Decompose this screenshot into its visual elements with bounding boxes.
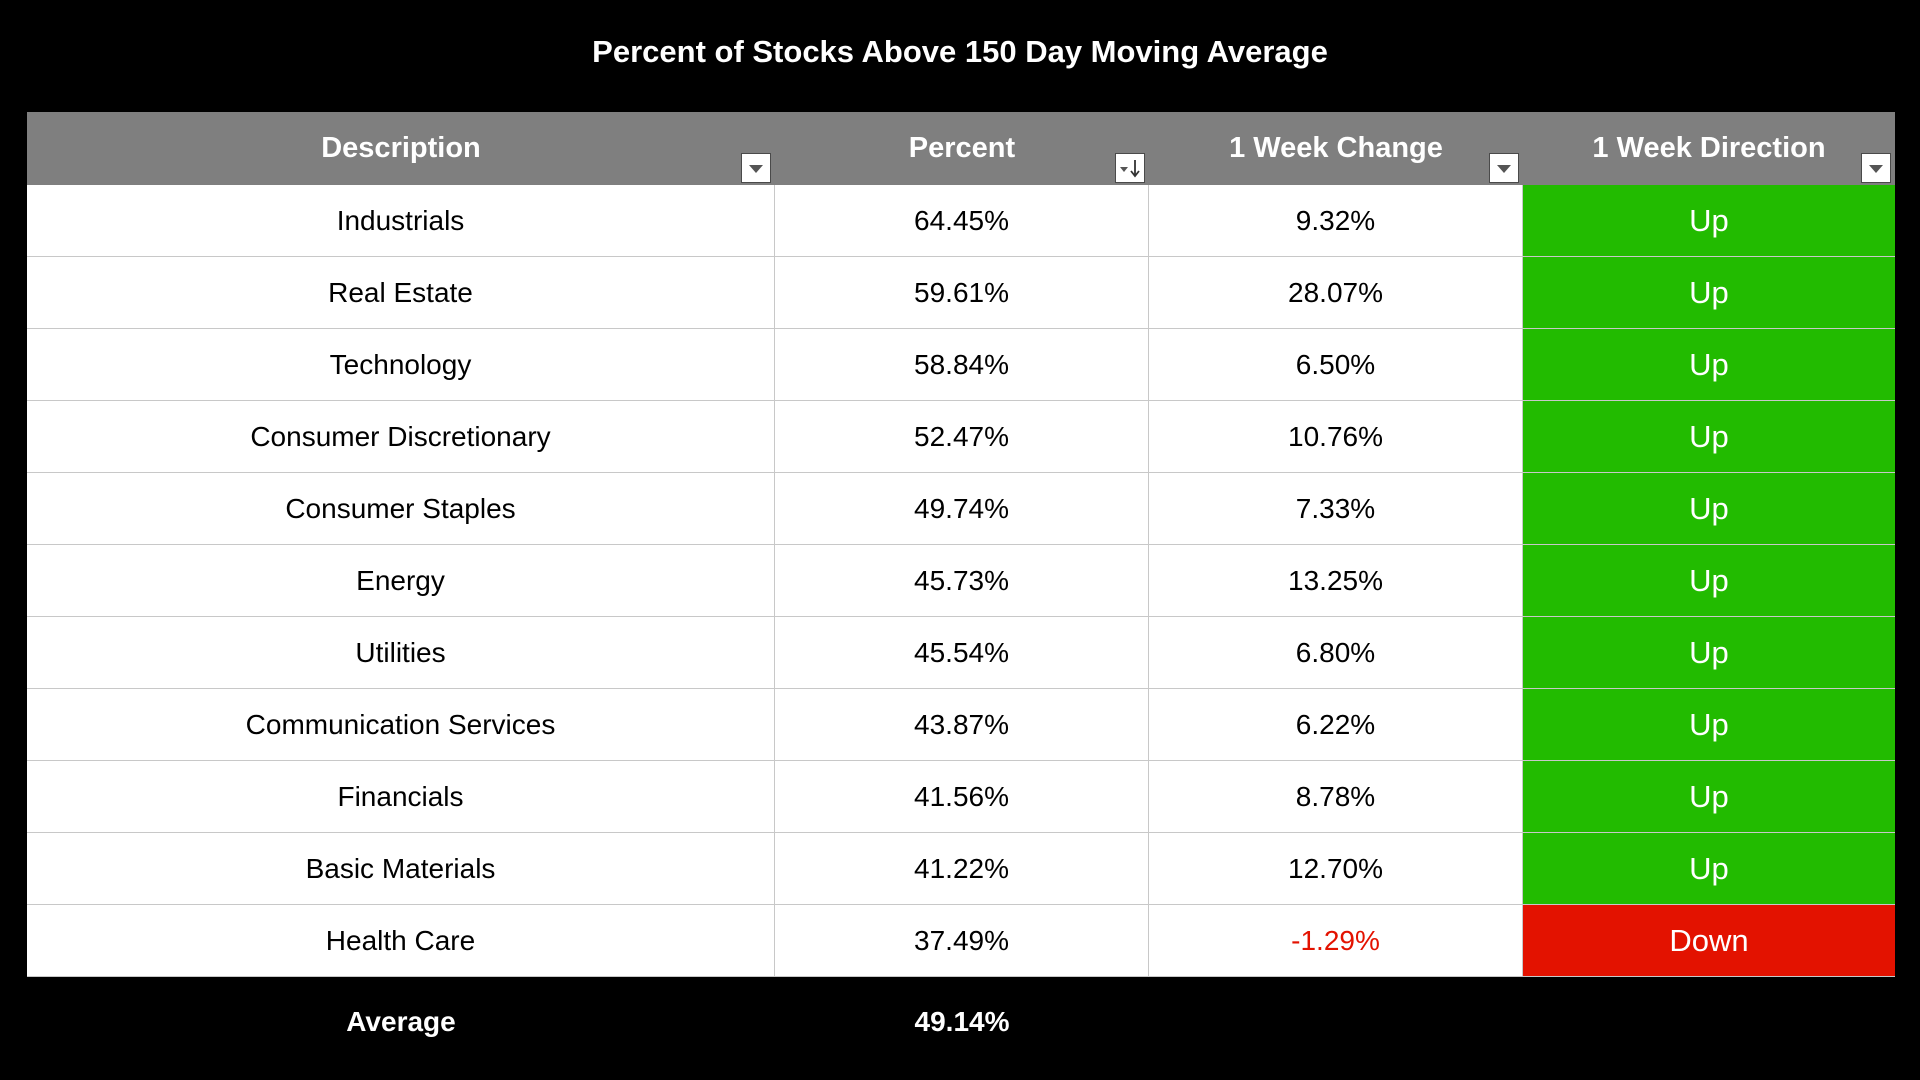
column-header-label: 1 Week Direction [1592,132,1826,164]
table-body: Industrials 64.45% 9.32% Up Real Estate 59.61… [27,185,1895,977]
cell-week-change: -1.29% [1149,905,1523,976]
table-row: Financials 41.56% 8.78% Up [27,761,1895,833]
cell-percent: 45.73% [775,545,1149,616]
cell-description: Communication Services [27,689,775,760]
cell-week-direction: Up [1523,833,1895,904]
cell-week-direction: Up [1523,617,1895,688]
cell-week-direction: Up [1523,761,1895,832]
table-footer: Average 49.14% [27,977,1895,1067]
cell-week-direction: Up [1523,329,1895,400]
cell-week-change: 6.22% [1149,689,1523,760]
cell-description: Real Estate [27,257,775,328]
table-row: Utilities 45.54% 6.80% Up [27,617,1895,689]
footer-label: Average [346,1006,456,1037]
cell-week-direction: Up [1523,401,1895,472]
cell-description: Consumer Discretionary [27,401,775,472]
column-header-direction: 1 Week Direction [1523,112,1895,185]
cell-week-direction: Up [1523,257,1895,328]
cell-week-change: 10.76% [1149,401,1523,472]
column-header-percent: Percent [775,112,1149,185]
cell-description: Health Care [27,905,775,976]
cell-week-change: 7.33% [1149,473,1523,544]
table-row: Basic Materials 41.22% 12.70% Up [27,833,1895,905]
cell-week-change: 12.70% [1149,833,1523,904]
data-table: Description Percent 1 Week Change 1 Week [27,112,1895,1067]
table-row: Consumer Staples 49.74% 7.33% Up [27,473,1895,545]
filter-dropdown-icon[interactable] [1861,153,1891,183]
cell-percent: 41.56% [775,761,1149,832]
table-row: Technology 58.84% 6.50% Up [27,329,1895,401]
table-row: Energy 45.73% 13.25% Up [27,545,1895,617]
cell-description: Industrials [27,185,775,256]
column-header-description: Description [27,112,775,185]
table-row: Real Estate 59.61% 28.07% Up [27,257,1895,329]
cell-week-direction: Up [1523,689,1895,760]
table-row: Consumer Discretionary 52.47% 10.76% Up [27,401,1895,473]
cell-percent: 45.54% [775,617,1149,688]
cell-percent: 64.45% [775,185,1149,256]
cell-week-change: 8.78% [1149,761,1523,832]
table-header: Description Percent 1 Week Change 1 Week [27,112,1895,185]
cell-week-change: 9.32% [1149,185,1523,256]
cell-description: Basic Materials [27,833,775,904]
cell-week-change: 28.07% [1149,257,1523,328]
sort-descending-icon[interactable] [1115,153,1145,183]
cell-description: Energy [27,545,775,616]
column-header-label: 1 Week Change [1229,132,1443,164]
column-header-label: Percent [908,132,1016,164]
cell-percent: 37.49% [775,905,1149,976]
cell-week-change: 6.50% [1149,329,1523,400]
filter-dropdown-icon[interactable] [741,153,771,183]
table-row: Industrials 64.45% 9.32% Up [27,185,1895,257]
cell-description: Technology [27,329,775,400]
footer-average-percent: 49.14% [914,1006,1010,1037]
table-row: Communication Services 43.87% 6.22% Up [27,689,1895,761]
footer-empty [1523,977,1895,1067]
cell-week-change: 6.80% [1149,617,1523,688]
cell-percent: 49.74% [775,473,1149,544]
cell-description: Consumer Staples [27,473,775,544]
table-row: Health Care 37.49% -1.29% Down [27,905,1895,977]
cell-percent: 41.22% [775,833,1149,904]
cell-description: Financials [27,761,775,832]
cell-description: Utilities [27,617,775,688]
cell-percent: 59.61% [775,257,1149,328]
column-header-label: Description [321,132,481,164]
cell-percent: 58.84% [775,329,1149,400]
footer-empty [1149,977,1523,1067]
cell-week-direction: Up [1523,185,1895,256]
cell-week-direction: Up [1523,545,1895,616]
cell-week-direction: Down [1523,905,1895,976]
cell-week-direction: Up [1523,473,1895,544]
column-header-change: 1 Week Change [1149,112,1523,185]
cell-percent: 52.47% [775,401,1149,472]
filter-dropdown-icon[interactable] [1489,153,1519,183]
cell-week-change: 13.25% [1149,545,1523,616]
chart-title: Percent of Stocks Above 150 Day Moving A… [592,34,1328,69]
cell-percent: 43.87% [775,689,1149,760]
